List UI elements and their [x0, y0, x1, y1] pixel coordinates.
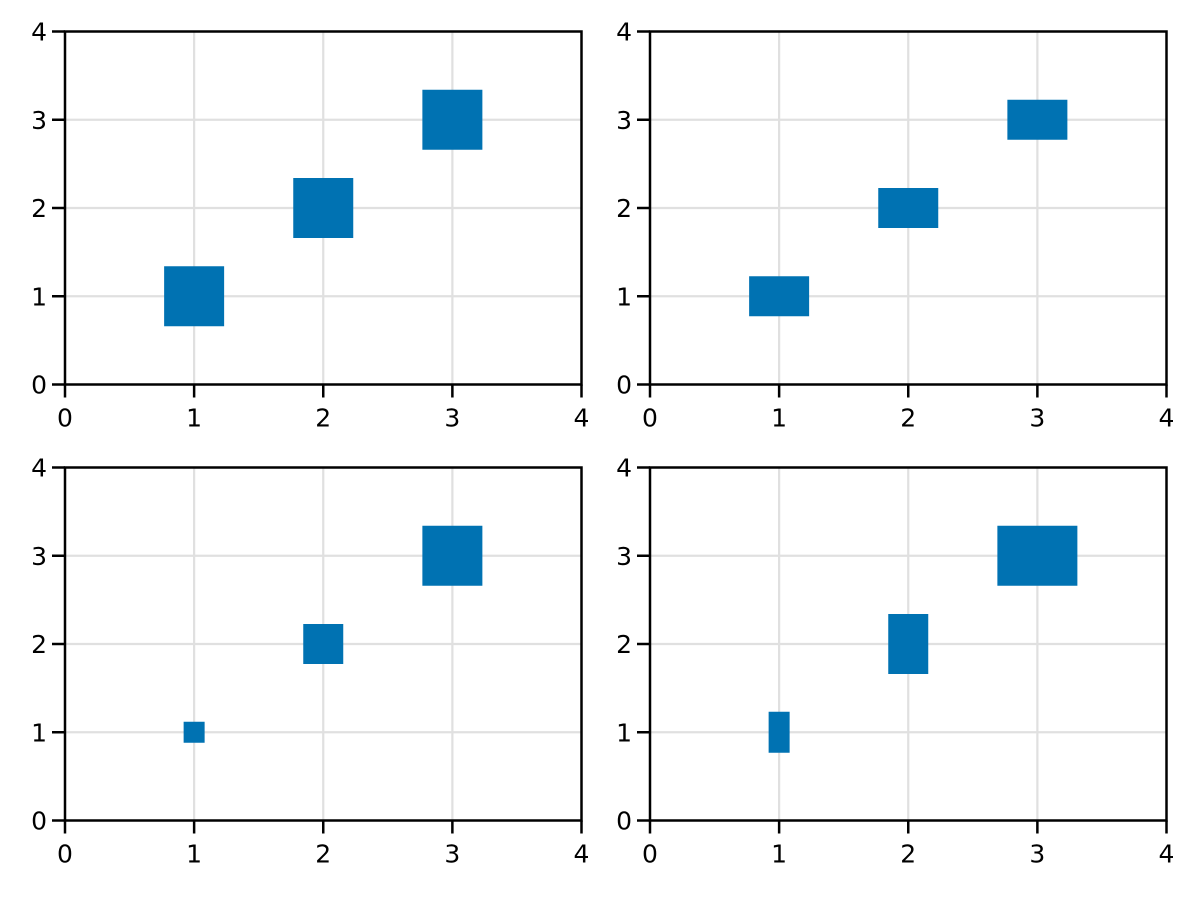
y-tick-label: 2: [31, 194, 47, 223]
x-tick-label: 2: [315, 840, 331, 869]
marker-rect: [422, 89, 483, 150]
y-tick-label: 1: [616, 282, 632, 311]
y-tick-label: 0: [31, 807, 47, 836]
x-tick-label: 0: [642, 840, 658, 869]
marker-rect: [183, 721, 205, 743]
x-tick-label: 3: [444, 404, 460, 433]
x-tick-label: 2: [900, 404, 916, 433]
x-tick-label: 3: [1029, 840, 1045, 869]
x-tick-label: 4: [1159, 404, 1175, 433]
y-tick-label: 4: [616, 454, 632, 483]
marker-rect: [1007, 99, 1068, 140]
subplot-bottom-right: 0 1 2 3 4 0 1 2 3 4: [616, 454, 1174, 869]
subplot-top-right: 0 1 2 3 4 0 1 2 3 4: [616, 18, 1174, 433]
subplot-bottom-left: 0 1 2 3 4 0 1 2 3 4: [31, 454, 589, 869]
marker-rect: [293, 178, 354, 238]
y-tick-label: 3: [31, 106, 47, 135]
y-tick-label: 4: [616, 18, 632, 47]
marker-rect: [997, 525, 1078, 586]
x-tick-label: 4: [1159, 840, 1175, 869]
y-tick-label: 0: [616, 371, 632, 400]
x-tick-label: 1: [186, 404, 202, 433]
x-tick-label: 2: [315, 404, 331, 433]
x-tick-label: 1: [186, 840, 202, 869]
y-tick-label: 3: [31, 542, 47, 571]
x-tick-label: 4: [574, 404, 590, 433]
y-tick-label: 4: [31, 18, 47, 47]
x-tick-label: 0: [57, 840, 73, 869]
y-tick-label: 3: [616, 542, 632, 571]
y-tick-label: 1: [616, 718, 632, 747]
marker-rect: [878, 188, 939, 228]
y-tick-label: 1: [31, 718, 47, 747]
marker-rect: [164, 266, 225, 327]
marker-rect: [749, 276, 810, 317]
x-tick-label: 1: [771, 404, 787, 433]
x-tick-label: 0: [57, 404, 73, 433]
marker-rect: [768, 711, 790, 753]
y-tick-label: 2: [31, 630, 47, 659]
marker-rect: [303, 624, 344, 664]
y-tick-label: 0: [616, 807, 632, 836]
x-tick-label: 1: [771, 840, 787, 869]
subplot-top-left: 0 1 2 3 4 0 1 2 3 4: [31, 18, 589, 433]
y-tick-label: 1: [31, 282, 47, 311]
y-tick-label: 0: [31, 371, 47, 400]
marker-rect: [422, 525, 483, 586]
y-tick-label: 3: [616, 106, 632, 135]
marker-rect: [888, 614, 929, 674]
y-tick-label: 2: [616, 630, 632, 659]
x-tick-label: 3: [444, 840, 460, 869]
x-tick-label: 0: [642, 404, 658, 433]
x-tick-label: 2: [900, 840, 916, 869]
x-tick-label: 3: [1029, 404, 1045, 433]
y-tick-label: 2: [616, 194, 632, 223]
y-tick-label: 4: [31, 454, 47, 483]
x-tick-label: 4: [574, 840, 590, 869]
